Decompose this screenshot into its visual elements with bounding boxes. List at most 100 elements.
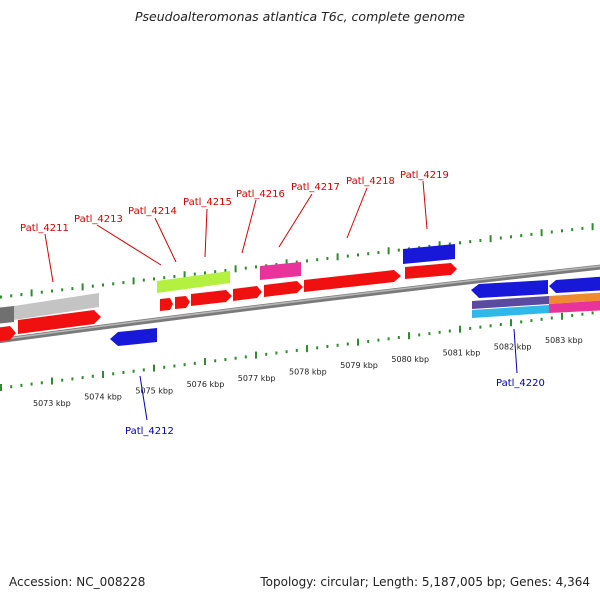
gene-label-patl-4213[interactable]: Patl_4213 bbox=[74, 214, 123, 225]
major-tick bbox=[357, 338, 359, 346]
minor-tick bbox=[581, 226, 584, 230]
gene-feature-blue[interactable] bbox=[110, 328, 157, 346]
minor-tick bbox=[112, 372, 115, 376]
gene-label-patl-4220[interactable]: Patl_4220 bbox=[496, 378, 545, 389]
major-tick bbox=[489, 235, 492, 243]
minor-tick bbox=[244, 266, 247, 270]
leader-line bbox=[44, 233, 54, 283]
kbp-label: 5073 kbp bbox=[33, 399, 71, 408]
minor-tick bbox=[183, 363, 186, 367]
minor-tick bbox=[51, 289, 53, 293]
minor-tick bbox=[81, 376, 84, 380]
major-tick bbox=[81, 283, 84, 291]
minor-tick bbox=[224, 358, 227, 361]
minor-tick bbox=[234, 356, 237, 360]
minor-tick bbox=[0, 295, 2, 299]
minor-tick bbox=[316, 258, 319, 262]
leader-line bbox=[204, 208, 208, 258]
major-tick bbox=[306, 345, 308, 353]
minor-tick bbox=[459, 241, 461, 245]
minor-tick bbox=[469, 240, 472, 244]
minor-tick bbox=[91, 374, 94, 378]
minor-tick bbox=[132, 369, 135, 373]
major-tick bbox=[51, 377, 53, 385]
forward-gene-labels: Patl_4211 Patl_4213 Patl_4214 Patl_4215 … bbox=[20, 170, 449, 283]
gene-feature-gray[interactable] bbox=[14, 293, 99, 320]
gene-feature-gray[interactable] bbox=[0, 306, 14, 324]
minor-tick bbox=[571, 228, 574, 232]
minor-tick bbox=[122, 371, 125, 374]
gene-feature-blue[interactable] bbox=[471, 280, 548, 298]
gene-feature-red[interactable] bbox=[175, 296, 190, 309]
major-tick bbox=[255, 351, 257, 359]
genome-backbone bbox=[0, 264, 600, 344]
kbp-label: 5078 kbp bbox=[289, 368, 327, 377]
major-tick bbox=[438, 241, 441, 249]
minor-tick bbox=[10, 294, 13, 298]
map-title: Pseudoalteromonas atlantica T6c, complet… bbox=[135, 9, 465, 24]
gene-label-patl-4214[interactable]: Patl_4214 bbox=[128, 206, 177, 217]
minor-tick bbox=[61, 378, 64, 382]
gene-feature-red[interactable] bbox=[304, 270, 401, 292]
leader-line bbox=[96, 224, 162, 266]
gene-label-patl-4216[interactable]: Patl_4216 bbox=[236, 189, 285, 200]
gene-feature-blue[interactable] bbox=[403, 244, 455, 264]
gene-feature-red[interactable] bbox=[191, 290, 232, 306]
gene-feature-red[interactable] bbox=[18, 310, 101, 334]
gene-feature-purple[interactable] bbox=[472, 296, 549, 309]
minor-tick bbox=[591, 311, 594, 315]
minor-tick bbox=[367, 252, 370, 256]
minor-tick bbox=[102, 283, 104, 287]
minor-tick bbox=[469, 326, 472, 330]
minor-tick bbox=[479, 238, 482, 242]
minor-tick bbox=[224, 269, 227, 272]
kbp-label: 5081 kbp bbox=[443, 349, 481, 358]
major-tick bbox=[561, 312, 563, 320]
minor-tick bbox=[571, 314, 574, 317]
minor-tick bbox=[295, 348, 298, 352]
minor-tick bbox=[61, 288, 64, 292]
outer-tick-ring bbox=[0, 223, 594, 299]
gene-feature-red[interactable] bbox=[264, 281, 303, 297]
gene-feature-blue[interactable] bbox=[549, 276, 600, 293]
minor-tick bbox=[448, 242, 451, 246]
gene-feature-red[interactable] bbox=[160, 298, 173, 311]
minor-tick bbox=[499, 236, 502, 240]
gene-label-patl-4219[interactable]: Patl_4219 bbox=[400, 170, 449, 181]
minor-tick bbox=[397, 248, 400, 252]
major-tick bbox=[387, 247, 390, 255]
gene-label-patl-4215[interactable]: Patl_4215 bbox=[183, 197, 232, 208]
kbp-label: 5082 kbp bbox=[494, 342, 532, 351]
minor-tick bbox=[204, 271, 206, 275]
major-tick bbox=[132, 277, 135, 285]
gene-label-patl-4212[interactable]: Patl_4212 bbox=[125, 426, 174, 437]
minor-tick bbox=[326, 257, 329, 260]
minor-tick bbox=[346, 342, 349, 346]
gene-label-patl-4211[interactable]: Patl_4211 bbox=[20, 223, 69, 234]
gene-label-patl-4218[interactable]: Patl_4218 bbox=[346, 176, 395, 187]
reverse-gene-labels: Patl_4212 Patl_4220 bbox=[125, 328, 545, 437]
gene-feature-green[interactable] bbox=[157, 271, 230, 293]
gene-feature-red[interactable] bbox=[233, 286, 262, 301]
leader-line bbox=[241, 199, 257, 254]
gene-feature-magenta[interactable] bbox=[549, 300, 600, 313]
gene-feature-cyan[interactable] bbox=[472, 305, 549, 318]
major-tick bbox=[510, 319, 512, 327]
kbp-label: 5083 kbp bbox=[545, 336, 583, 345]
minor-tick bbox=[510, 235, 512, 239]
gene-feature-red[interactable] bbox=[0, 326, 16, 342]
minor-tick bbox=[336, 343, 339, 347]
minor-tick bbox=[295, 260, 298, 264]
gene-feature-red[interactable] bbox=[405, 263, 457, 279]
leader-line bbox=[139, 375, 148, 421]
minor-tick bbox=[142, 368, 145, 372]
minor-tick bbox=[428, 332, 431, 336]
leader-line bbox=[278, 193, 313, 248]
gene-feature-orange[interactable] bbox=[549, 292, 600, 304]
genome-summary: Topology: circular; Length: 5,187,005 bp… bbox=[260, 575, 590, 589]
minor-tick bbox=[499, 323, 502, 326]
gene-feature-magenta[interactable] bbox=[260, 262, 301, 280]
minor-tick bbox=[173, 275, 176, 278]
gene-label-patl-4217[interactable]: Patl_4217 bbox=[291, 182, 340, 193]
